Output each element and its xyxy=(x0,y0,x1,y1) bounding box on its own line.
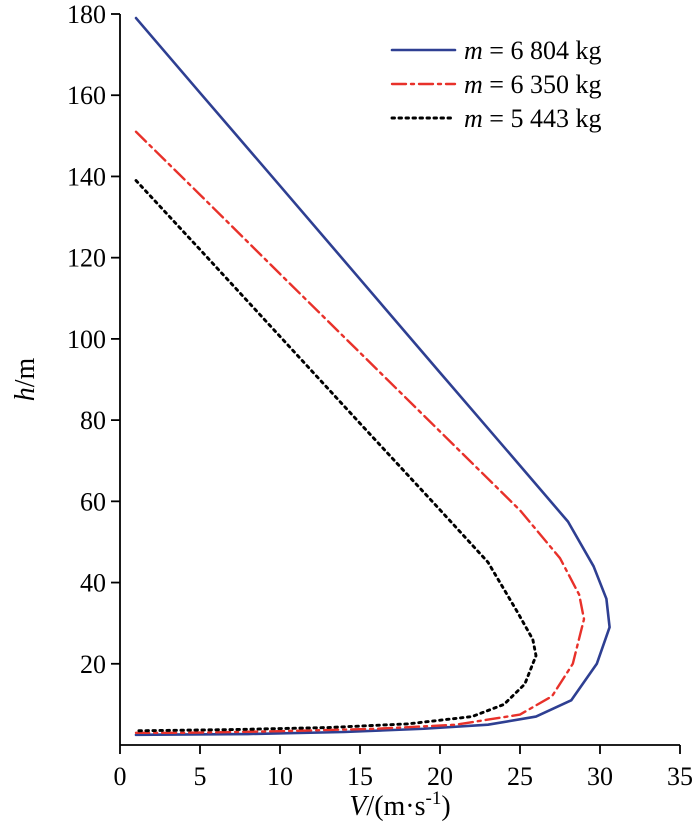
x-tick-label: 20 xyxy=(427,762,453,791)
y-axis-title: h/m xyxy=(10,358,41,402)
y-tick-label: 180 xyxy=(67,0,106,29)
y-tick-label: 100 xyxy=(67,325,106,354)
x-tick-label: 10 xyxy=(267,762,293,791)
x-tick-label: 0 xyxy=(114,762,127,791)
x-tick-label: 5 xyxy=(194,762,207,791)
x-tick-label: 30 xyxy=(587,762,613,791)
series-line-2 xyxy=(134,179,538,733)
legend-label-1: m = 6 350 kg xyxy=(464,70,601,99)
y-tick-label: 60 xyxy=(80,487,106,516)
x-tick-label: 25 xyxy=(507,762,533,791)
series-line-0 xyxy=(134,16,611,737)
x-axis-title: V/(m·s-1) xyxy=(349,788,450,822)
y-tick-label: 80 xyxy=(80,406,106,435)
series-line-1 xyxy=(134,130,586,735)
y-tick-label: 140 xyxy=(67,162,106,191)
legend: m = 6 804 kg m = 6 350 kg m = 5 443 kg xyxy=(390,36,601,133)
y-tick-label: 40 xyxy=(80,569,106,598)
y-tick-label: 20 xyxy=(80,650,106,679)
y-tick-label: 160 xyxy=(67,81,106,110)
x-tick-label: 15 xyxy=(347,762,373,791)
legend-label-2: m = 5 443 kg xyxy=(464,104,601,133)
y-tick-label: 120 xyxy=(67,244,106,273)
x-tick-label: 35 xyxy=(667,762,693,791)
legend-label-0: m = 6 804 kg xyxy=(464,36,601,65)
